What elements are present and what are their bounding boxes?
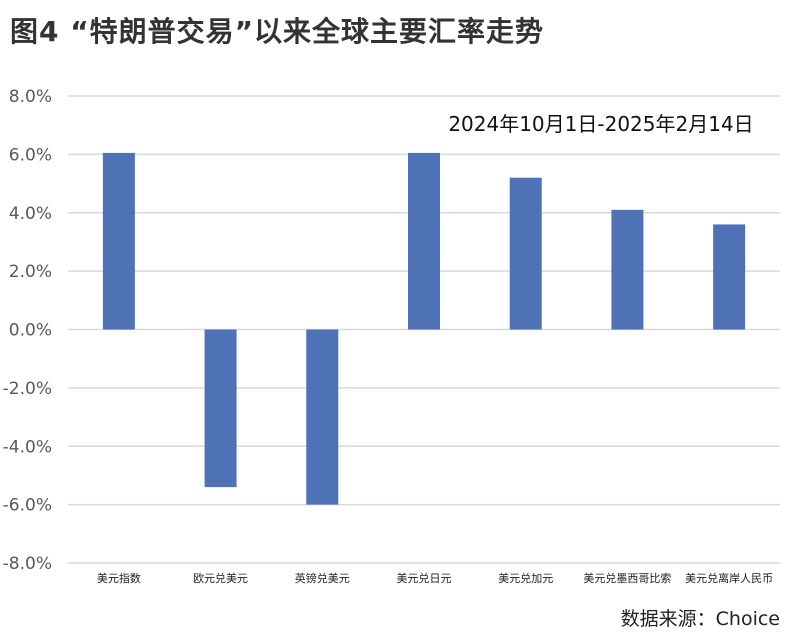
bar-1 <box>102 152 135 330</box>
y-tick-label: -8.0% <box>3 554 52 574</box>
y-tick-label: -6.0% <box>3 496 52 516</box>
y-tick-label: 0.0% <box>9 321 52 341</box>
figure-title: 图4 “特朗普交易”以来全球主要汇率走势 <box>10 15 545 48</box>
y-tick-label: 2.0% <box>9 262 52 282</box>
bar-7 <box>713 224 746 330</box>
bar-3 <box>306 329 339 505</box>
x-category-label: 美元兑加元 <box>498 571 553 585</box>
x-category-label: 美元兑日元 <box>397 571 452 585</box>
x-category-label: 美元指数 <box>97 571 141 585</box>
source-note: 数据来源：Choice <box>620 608 780 630</box>
y-tick-label: 4.0% <box>9 204 52 224</box>
x-axis-categories: 美元指数 欧元兑美元 英镑兑美元 美元兑日元 美元兑加元 美元兑墨西哥比索 美元兑离岸人民币 <box>97 571 773 585</box>
y-tick-label: 6.0% <box>9 145 52 165</box>
x-category-label: 美元兑墨西哥比索 <box>583 571 671 585</box>
bar-5 <box>509 177 542 330</box>
bar-4 <box>408 152 440 330</box>
y-tick-label: 8.0% <box>9 87 52 107</box>
y-tick-label: -4.0% <box>3 437 52 457</box>
y-tick-label: -2.0% <box>3 379 52 399</box>
x-category-label: 美元兑离岸人民币 <box>685 571 773 585</box>
bar-6 <box>611 209 644 330</box>
x-category-label: 欧元兑美元 <box>193 571 248 585</box>
y-axis-ticks: 8.0% 6.0% 4.0% 2.0% 0.0% -2.0% -4.0% -6.0% -8.0% <box>3 87 52 574</box>
bars <box>102 152 746 505</box>
bar-2 <box>204 329 237 488</box>
date-range-annotation: 2024年10月1日-2025年2月14日 <box>448 112 753 136</box>
x-category-label: 英镑兑美元 <box>295 571 350 585</box>
